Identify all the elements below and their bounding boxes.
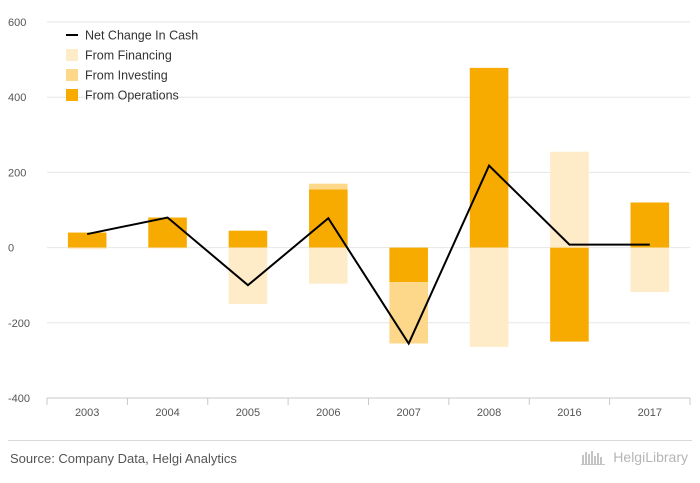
y-tick-label: -200 (8, 318, 30, 330)
legend-swatch (66, 69, 78, 81)
y-tick-label: 0 (8, 243, 14, 255)
y-axis: -400 -200 0 200 400 600 (8, 17, 30, 405)
bar-from-financing (67, 247, 107, 250)
net-change-line (86, 163, 650, 346)
footer-divider (8, 440, 692, 441)
y-tick-label: 200 (8, 167, 26, 179)
x-tick-label: 2004 (155, 407, 179, 419)
bar-from-operations (148, 217, 187, 248)
brand-name: HelgiLibrary (613, 449, 688, 465)
bar-from-financing (228, 247, 268, 304)
legend-item: From Financing (66, 49, 172, 63)
footer: Source: Company Data, Helgi Analytics He… (0, 440, 700, 483)
legend-label: From Financing (85, 49, 172, 63)
bar-from-financing (469, 247, 509, 347)
library-logo-icon (581, 451, 606, 465)
bar-from-financing (148, 247, 187, 249)
legend-item: From Investing (66, 69, 168, 83)
bar-from-financing (550, 151, 589, 248)
y-tick-label: 600 (8, 17, 26, 29)
legend-label: From Operations (85, 89, 179, 103)
bar-from-operations (228, 230, 268, 248)
x-tick-label: 2003 (75, 407, 99, 419)
legend-item: Net Change In Cash (66, 29, 198, 43)
x-axis: 2003 2004 2005 2006 2007 2008 2016 2017 (46, 397, 691, 419)
legend-swatch (66, 49, 78, 61)
x-tick-label: 2006 (316, 407, 340, 419)
x-tick-label: 2008 (477, 407, 501, 419)
bar-from-investing (309, 183, 348, 190)
bar-from-operations (630, 202, 670, 248)
source-note: Source: Company Data, Helgi Analytics (10, 451, 237, 466)
legend-item: From Operations (66, 89, 179, 103)
y-tick-label: 400 (8, 92, 26, 104)
bar-from-financing (309, 247, 348, 284)
legend-swatch (66, 89, 78, 101)
brand[interactable]: HelgiLibrary (581, 449, 688, 465)
x-tick-label: 2016 (557, 407, 581, 419)
legend: Net Change In Cash From Financing From Inv… (66, 29, 198, 103)
line-net-change-in-cash (86, 163, 650, 346)
legend-label: From Investing (85, 69, 168, 83)
bar-from-operations (469, 67, 509, 248)
bars (67, 67, 670, 347)
bar-from-financing (630, 247, 670, 292)
x-tick-label: 2017 (638, 407, 662, 419)
bar-from-operations (550, 247, 589, 342)
x-tick-label: 2007 (396, 407, 420, 419)
bar-from-operations (67, 232, 107, 248)
y-tick-label: -400 (8, 393, 30, 405)
bar-from-operations (389, 247, 428, 283)
legend-label: Net Change In Cash (85, 29, 198, 43)
x-tick-label: 2005 (236, 407, 260, 419)
